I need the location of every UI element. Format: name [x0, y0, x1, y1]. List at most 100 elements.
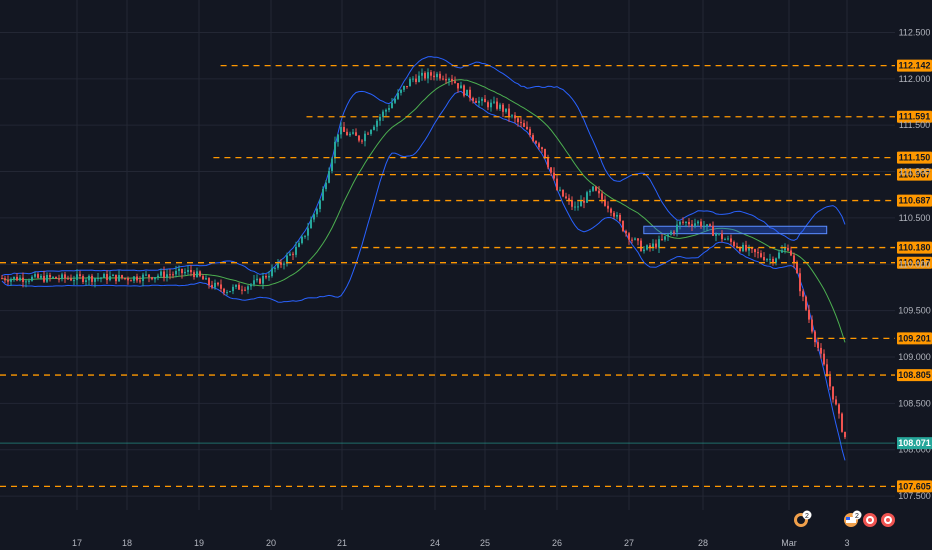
level-label-bg	[897, 480, 932, 493]
axes: 107.500 108.000 108.500 109.000 109.500 110.0…	[0, 27, 932, 548]
candle-body	[829, 376, 831, 387]
candle-body	[286, 255, 288, 264]
x-axis-tick-label: 18	[122, 538, 132, 548]
candle-body	[22, 277, 24, 282]
candle-body	[301, 236, 303, 244]
current-price-label: 108.071	[898, 438, 931, 448]
level-label: 111.150	[899, 153, 931, 163]
level-label: 112.142	[898, 61, 930, 71]
event-icon[interactable]: 2	[794, 510, 812, 528]
candle-body	[232, 286, 234, 292]
candle-body	[730, 238, 732, 242]
candle-body	[760, 253, 762, 258]
candle-body	[25, 281, 27, 283]
candle-body	[451, 78, 453, 82]
event-icons[interactable]: 2 2	[794, 510, 895, 528]
candle-body	[358, 135, 360, 141]
candle-body	[670, 231, 672, 235]
candle-body	[385, 109, 387, 112]
candle-body	[331, 158, 333, 171]
candle-body	[10, 278, 12, 282]
candle-body	[592, 186, 594, 191]
candle-body	[265, 276, 267, 278]
candle-body	[490, 102, 492, 108]
candle-body	[244, 289, 246, 291]
candle-body	[250, 284, 252, 287]
candle-body	[367, 133, 369, 135]
candle-body	[352, 132, 354, 134]
horizontal-levels[interactable]: 112.142 111.591 111.150 110.967 110.687 110.1…	[0, 59, 932, 493]
candle-body	[136, 276, 138, 281]
candle-body	[292, 253, 294, 255]
candle-body	[214, 282, 216, 288]
candle-body	[601, 193, 603, 200]
candle-body	[775, 258, 777, 263]
candle-body	[739, 247, 741, 252]
candle-body	[112, 274, 114, 277]
candle-body	[814, 331, 816, 343]
flag-event-icon[interactable]: 2	[844, 510, 862, 528]
candle-body	[181, 268, 183, 274]
candle-body	[508, 108, 510, 117]
y-axis-tick-label: 109.500	[898, 306, 931, 316]
candle-body	[109, 276, 111, 281]
candle-body	[334, 141, 336, 159]
candle-body	[613, 212, 615, 217]
candle-body	[448, 78, 450, 81]
candle-body	[763, 257, 765, 261]
candle-body	[523, 123, 525, 127]
level-label: 110.967	[898, 170, 930, 180]
candle-body	[133, 276, 135, 281]
candle-body	[319, 200, 321, 210]
candle-body	[97, 277, 99, 279]
candle-body	[154, 277, 156, 280]
alert-event-icon[interactable]	[881, 513, 895, 527]
y-axis-tick-label: 109.000	[898, 352, 931, 362]
level-label-bg	[897, 110, 932, 123]
y-axis-tick-label: 110.000	[899, 259, 931, 269]
candle-body	[820, 347, 822, 354]
candle-body	[376, 120, 378, 127]
candle-body	[139, 280, 141, 282]
candle-body	[793, 255, 795, 263]
candle-body	[628, 233, 630, 240]
candle-body	[193, 272, 195, 278]
candle-body	[832, 386, 834, 400]
candle-body	[418, 75, 420, 83]
candle-body	[199, 271, 201, 277]
candle-body	[424, 72, 426, 79]
alert-event-icon[interactable]	[863, 513, 877, 527]
candle-body	[565, 196, 567, 199]
candle-body	[574, 206, 576, 208]
highlight-zone[interactable]	[643, 225, 828, 235]
level-label-bg	[897, 241, 932, 254]
candle-body	[205, 278, 207, 280]
rectangle-zone[interactable]	[643, 225, 828, 235]
y-axis-tick-label: 112.000	[899, 74, 931, 84]
candle-body	[337, 134, 339, 142]
candle-body	[148, 274, 150, 278]
candle-body	[493, 101, 495, 103]
candle-body	[721, 233, 723, 240]
candle-body	[712, 225, 714, 236]
x-axis-tick-label: 25	[480, 538, 490, 548]
candle-body	[472, 98, 474, 101]
candle-body	[643, 249, 645, 252]
candle-body	[559, 189, 561, 191]
candle-body	[772, 258, 774, 263]
candle-body	[235, 284, 237, 287]
candle-body	[766, 259, 768, 261]
candle-body	[553, 172, 555, 179]
candle-body	[595, 186, 597, 191]
candle-body	[817, 342, 819, 348]
candle-body	[502, 104, 504, 112]
candle-body	[355, 132, 357, 136]
candle-body	[535, 140, 537, 144]
candle-body	[52, 276, 54, 278]
candle-body	[805, 296, 807, 310]
candle-body	[550, 167, 552, 173]
candle-body	[784, 247, 786, 251]
candle-body	[616, 214, 618, 217]
